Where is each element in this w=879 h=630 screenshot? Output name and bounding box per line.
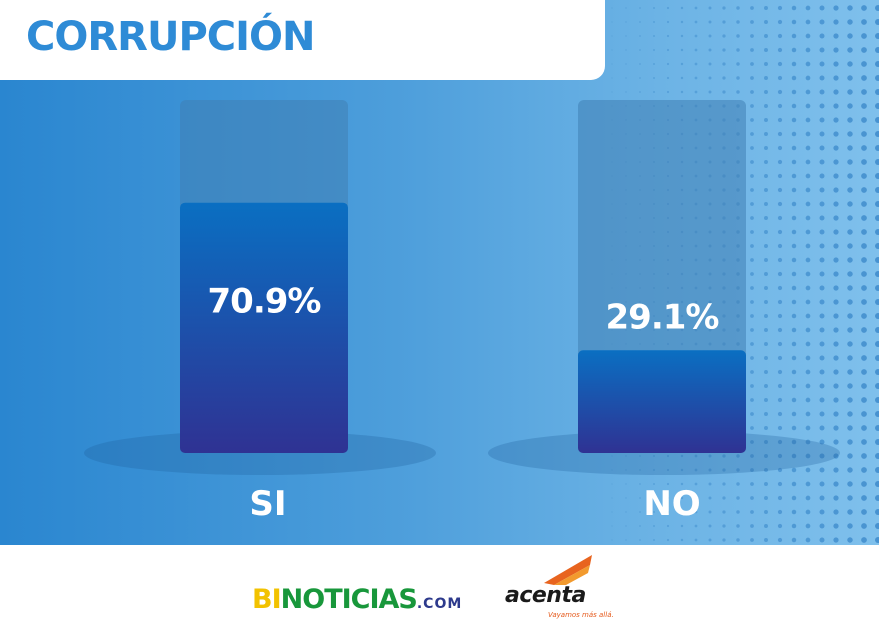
data-label: 29.1% [606,297,719,337]
category-label: NO [643,484,700,524]
title-banner: CORRUPCIÓN [0,0,605,80]
acenta-swoosh-icon [544,555,592,585]
data-label: 70.9% [208,282,321,322]
bar [180,202,348,453]
bar [578,350,746,453]
logo-noticias-part: NOTICIAS [280,584,418,615]
footer [0,545,879,630]
logo-bi-part: BI [252,584,282,615]
category-label: SI [249,484,286,524]
logo-com-part: .COM [416,596,463,612]
acenta-tagline: Vayamos más allá. [548,611,614,619]
binoticias-logo: BINOTICIAS.COM [252,584,462,615]
acenta-logo: acenta [505,583,586,608]
bar-chart: 70.9% SI 29.1% NO [84,100,840,524]
page-title: CORRUPCIÓN [26,14,315,60]
